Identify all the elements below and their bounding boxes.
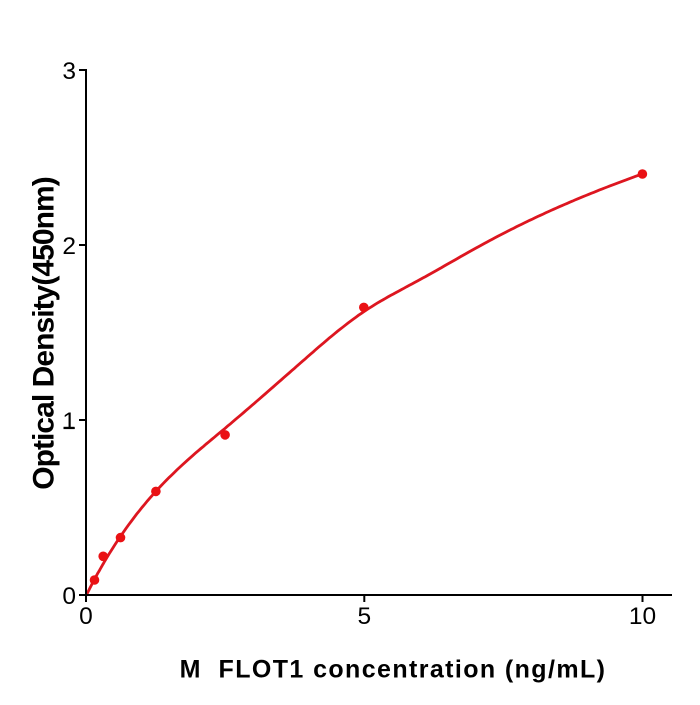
svg-text:M FLOT1 concentration (ng/mL): M FLOT1 concentration (ng/mL) — [180, 656, 607, 684]
svg-text:0: 0 — [79, 603, 93, 630]
svg-text:1: 1 — [62, 408, 76, 435]
svg-text:Optical Density(450nm): Optical Density(450nm) — [28, 177, 61, 490]
svg-text:2: 2 — [62, 233, 76, 260]
svg-text:0: 0 — [62, 583, 76, 610]
svg-text:10: 10 — [629, 603, 656, 630]
svg-text:5: 5 — [357, 603, 371, 630]
svg-text:3: 3 — [62, 58, 76, 85]
